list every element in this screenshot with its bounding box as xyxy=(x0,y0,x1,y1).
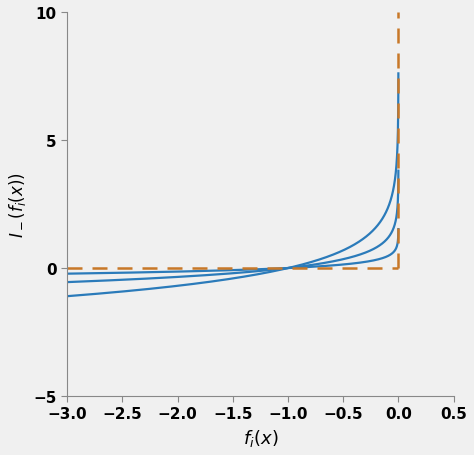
X-axis label: $f_i(x)$: $f_i(x)$ xyxy=(243,427,278,448)
Y-axis label: $I_-(f_i(x))$: $I_-(f_i(x))$ xyxy=(7,172,28,238)
